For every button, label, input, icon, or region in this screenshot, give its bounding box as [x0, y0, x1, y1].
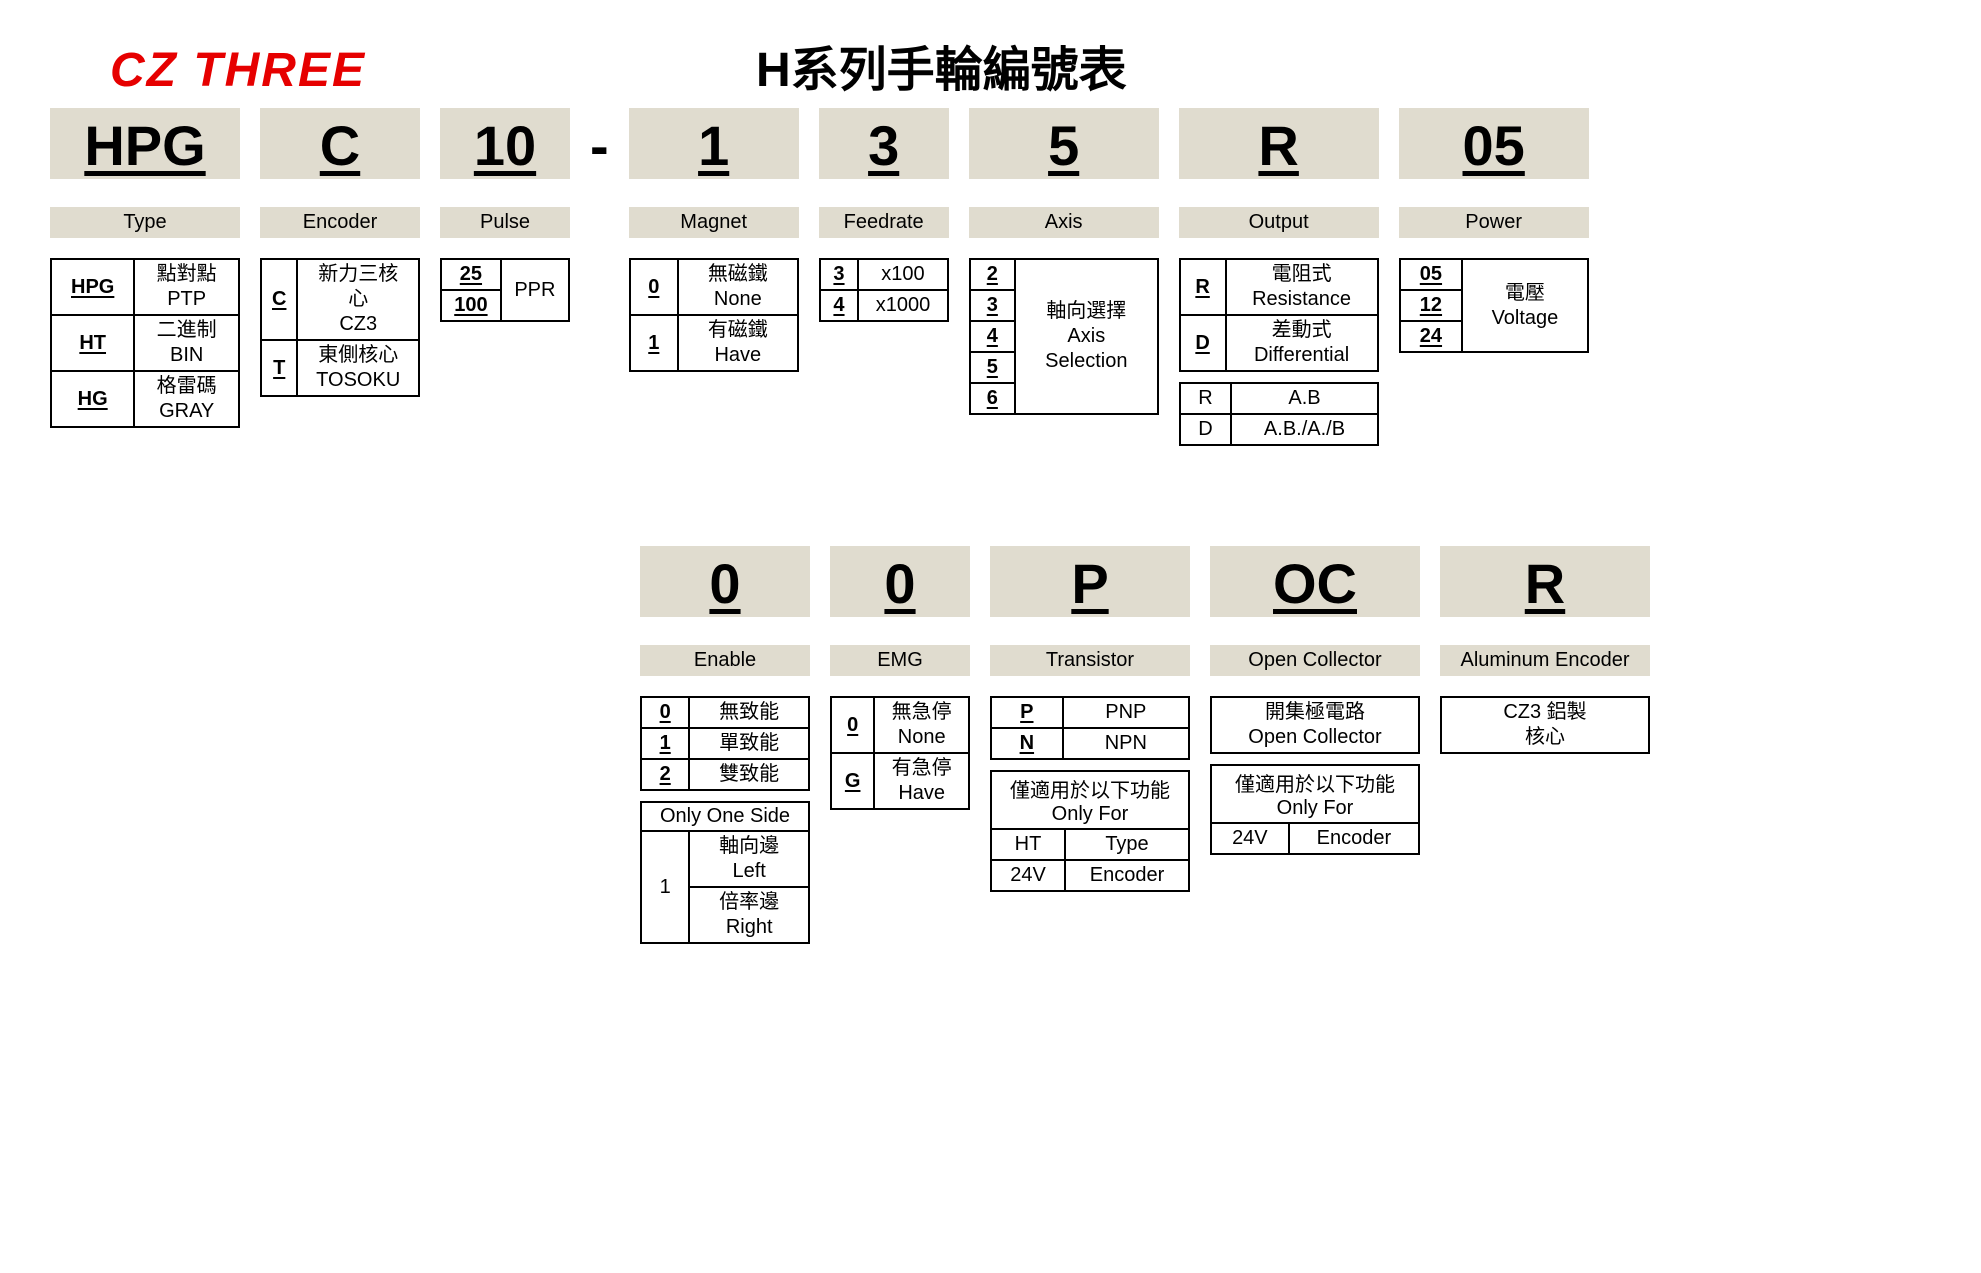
opts-type: HPG 點對點PTP HT 二進制BIN HG 格雷碼GRAY — [50, 258, 240, 428]
opts-encoder: C 新力三核心CZ3 T 東側核心TOSOKU — [260, 258, 420, 397]
label-encoder: Encoder — [260, 207, 420, 238]
label-type: Type — [50, 207, 240, 238]
code-axis: 5 — [969, 108, 1159, 179]
opts-enable: 0無致能 1單致能 2雙致能 — [640, 696, 810, 791]
col-feedrate: 3 Feedrate 3x100 4x1000 — [819, 108, 949, 332]
code-pulse: 10 — [440, 108, 570, 179]
col-type: HPG Type HPG 點對點PTP HT 二進制BIN HG 格雷碼GRAY — [50, 108, 240, 438]
code-enable: 0 — [640, 546, 810, 617]
code-encoder: C — [260, 108, 420, 179]
col-open-collector: OC Open Collector 開集極電路Open Collector 僅適… — [1210, 546, 1420, 855]
opts-feedrate: 3x100 4x1000 — [819, 258, 949, 322]
label-output: Output — [1179, 207, 1379, 238]
label-transistor: Transistor — [990, 645, 1190, 676]
brand-logo: CZ THREE — [110, 43, 366, 98]
col-pulse: 10 Pulse 25 PPR 100 — [440, 108, 570, 332]
code-emg: 0 — [830, 546, 970, 617]
oc-note: 24VEncoder — [1210, 822, 1420, 855]
dash: - — [590, 108, 609, 179]
code-magnet: 1 — [629, 108, 799, 179]
label-oc: Open Collector — [1210, 645, 1420, 676]
code-output: R — [1179, 108, 1379, 179]
label-axis: Axis — [969, 207, 1159, 238]
col-power: 05 Power 05 電壓Voltage 12 24 — [1399, 108, 1589, 363]
opts-alu: CZ3 鋁製核心 — [1440, 696, 1650, 754]
label-enable: Enable — [640, 645, 810, 676]
enable-note: 1 軸向邊Left 倍率邊Right — [640, 830, 810, 944]
code-feedrate: 3 — [819, 108, 949, 179]
col-enable: 0 Enable 0無致能 1單致能 2雙致能 Only One Side 1 … — [640, 546, 810, 944]
code-power: 05 — [1399, 108, 1589, 179]
label-feedrate: Feedrate — [819, 207, 949, 238]
code-alu: R — [1440, 546, 1650, 617]
opts-emg: 0 無急停None G 有急停Have — [830, 696, 970, 810]
opts-power: 05 電壓Voltage 12 24 — [1399, 258, 1589, 353]
label-pulse: Pulse — [440, 207, 570, 238]
code-transistor: P — [990, 546, 1190, 617]
opts-output-map: RA.B DA.B./A./B — [1179, 382, 1379, 446]
page-title: H系列手輪編號表 — [756, 30, 1127, 100]
opts-magnet: 0 無磁鐵None 1 有磁鐵Have — [629, 258, 799, 372]
col-output: R Output R 電阻式Resistance D 差動式Differenti… — [1179, 108, 1379, 456]
col-aluminum-encoder: R Aluminum Encoder CZ3 鋁製核心 — [1440, 546, 1650, 764]
col-axis: 5 Axis 2 軸向選擇AxisSelection 3 4 5 6 — [969, 108, 1159, 425]
opts-pulse: 25 PPR 100 — [440, 258, 570, 322]
label-magnet: Magnet — [629, 207, 799, 238]
col-transistor: P Transistor PPNP NNPN 僅適用於以下功能Only For … — [990, 546, 1190, 892]
opts-oc: 開集極電路Open Collector — [1210, 696, 1420, 754]
opts-axis: 2 軸向選擇AxisSelection 3 4 5 6 — [969, 258, 1159, 415]
label-emg: EMG — [830, 645, 970, 676]
code-oc: OC — [1210, 546, 1420, 617]
col-magnet: 1 Magnet 0 無磁鐵None 1 有磁鐵Have — [629, 108, 799, 382]
col-emg: 0 EMG 0 無急停None G 有急停Have — [830, 546, 970, 820]
label-alu: Aluminum Encoder — [1440, 645, 1650, 676]
trans-note-header: 僅適用於以下功能Only For — [990, 770, 1190, 828]
code-type: HPG — [50, 108, 240, 179]
oc-note-header: 僅適用於以下功能Only For — [1210, 764, 1420, 822]
header: CZ THREE H系列手輪編號表 — [50, 30, 1931, 100]
opts-transistor: PPNP NNPN — [990, 696, 1190, 760]
trans-note: HTType 24VEncoder — [990, 828, 1190, 892]
opts-output: R 電阻式Resistance D 差動式Differential — [1179, 258, 1379, 372]
enable-note-header: Only One Side — [640, 801, 810, 830]
col-encoder: C Encoder C 新力三核心CZ3 T 東側核心TOSOKU — [260, 108, 420, 407]
code-row-bottom: 0 Enable 0無致能 1單致能 2雙致能 Only One Side 1 … — [50, 546, 1931, 944]
label-power: Power — [1399, 207, 1589, 238]
code-row-top: HPG Type HPG 點對點PTP HT 二進制BIN HG 格雷碼GRAY… — [50, 108, 1931, 456]
